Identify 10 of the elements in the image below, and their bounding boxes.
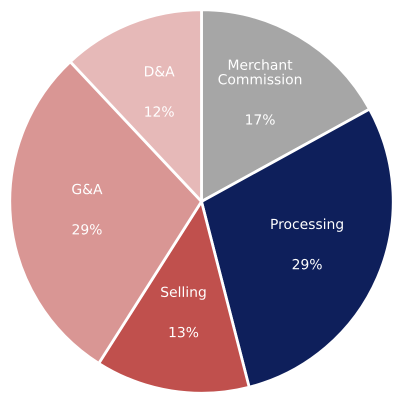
slice-label: D&A: [145, 66, 175, 77]
slice-label: G&A: [72, 184, 102, 194]
slice-label: Processing: [271, 218, 343, 232]
slice-label: Merchant Commission: [218, 59, 302, 84]
data-label: 13%: [170, 326, 198, 338]
data-label: 17%: [246, 114, 275, 125]
slice-label: Selling: [161, 286, 206, 300]
data-label: 29%: [72, 224, 102, 235]
data-label: 12%: [145, 106, 174, 117]
data-label: 29%: [292, 258, 322, 270]
